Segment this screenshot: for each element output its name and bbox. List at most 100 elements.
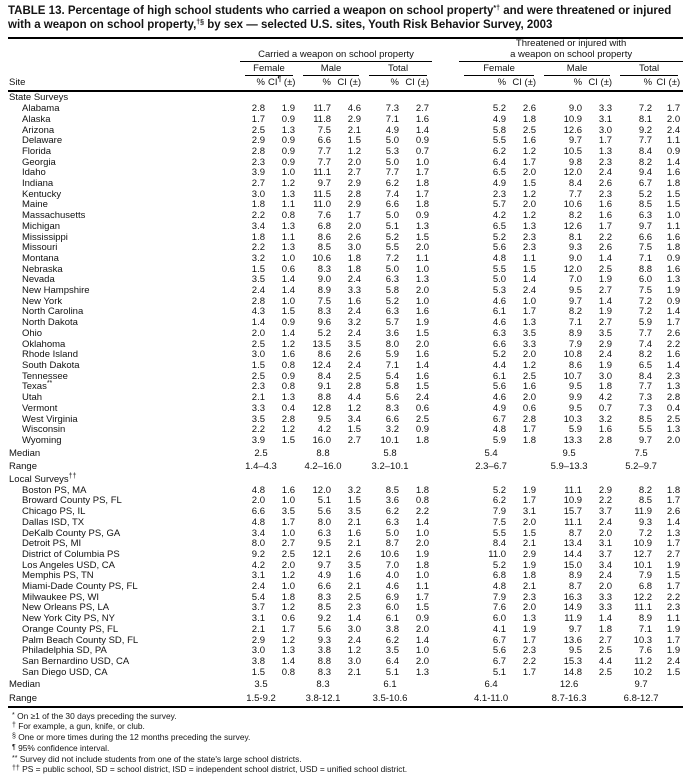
value-cell: 1.4 [415,634,430,646]
value-cell: 15.0 [563,559,583,571]
value-cell: 5.0 [385,135,399,147]
table-row: Nebraska 1.5 0.6 8.3 1.8 5.0 1.0 5.5 1.5 12.0 2.5 8… [8,263,683,276]
value-cell: 16.3 [563,591,583,603]
value-cell: 1.4 [522,274,537,286]
value-cell: 9.8 [568,156,583,168]
site-cell: Alabama [22,103,60,115]
value-cell: 1.5 [251,666,265,678]
gap-cell [432,447,459,461]
value-cell: 2.3 [522,645,537,657]
value-cell: 2.1 [347,666,361,678]
value-cell: 5.2 [385,231,399,243]
site-cell: Wyoming [22,434,62,446]
value-cell: 9.4 [638,167,653,179]
value-cell: 3.2 [598,413,613,425]
table-row: Chicago PS, IL 6.6 3.5 5.6 3.5 6.2 2.2 7.9 3.1 15… [8,506,683,518]
footnote-marker: †† [12,765,20,773]
value-cell: 16.0 [312,434,332,446]
value-cell: 11.7 [313,103,331,115]
median-value-cell: 5.8 [383,447,397,459]
value-cell: 4.3 [251,306,265,318]
value-cell: 0.9 [281,135,295,147]
median-value-cell: 6.4 [484,679,498,691]
site-cell: Ohio [22,327,43,339]
value-cell: 2.0 [598,527,613,539]
value-cell: 5.1 [385,220,399,232]
value-cell: 2.5 [281,548,295,560]
value-cell: 3.5 [598,327,613,339]
value-cell: 5.2 [492,559,507,571]
value-cell: 1.5 [415,231,430,243]
value-cell: 6.6 [492,338,507,350]
value-cell: 3.0 [598,370,613,382]
value-cell: 1.8 [415,178,430,190]
value-cell: 8.3 [317,591,331,603]
value-cell: 5.6 [492,242,507,254]
value-cell: 6.6 [317,135,331,147]
value-cell: 7.9 [568,338,583,350]
value-cell: 1.1 [415,252,430,264]
table-row: New York 2.8 1.0 7.5 1.6 5.2 1.0 4.6 1.0 9.7 1.4 7.… [8,295,683,308]
site-cell: Dallas ISD, TX [22,516,85,528]
footnote-line: ¶ 95% confidence interval. [8,743,683,754]
value-cell: 4.9 [385,124,399,136]
value-cell: 8.1 [568,231,583,243]
value-cell: 4.8 [251,516,265,528]
value-cell: 11.1 [564,516,583,528]
table-row: North Carolina 4.3 1.5 8.3 2.4 6.3 1.6 6.1 1.7 8.… [8,307,683,318]
value-cell: 7.5 [638,242,653,254]
site-cell: Mississippi [22,231,68,243]
value-cell: 2.6 [666,506,681,518]
group-label: Carried a weapon on school property [258,48,414,60]
footnote-marker: ** [12,754,18,762]
site-cell: Missouri [22,242,58,254]
table-row: Boston PS, MA 4.8 1.6 12.0 3.2 8.5 1.8 5.2 1.9 11… [8,484,683,497]
value-cell: 4.4 [492,359,507,371]
value-cell: 6.6 [251,506,265,518]
table-row: Michigan 3.4 1.3 6.8 2.0 5.1 1.3 6.5 1.3 12.6 1.7 9… [8,220,683,233]
value-cell: 1.2 [281,424,295,436]
value-cell: 5.5 [385,242,399,254]
value-cell: 2.3 [666,602,681,614]
value-cell: 1.0 [522,295,537,307]
value-cell: 1.5 [522,178,537,190]
range-value-cell: 5.9–13.3 [550,461,588,473]
median-value-cell: 12.6 [559,679,579,691]
value-cell: 8.9 [638,613,653,625]
gap-cell [432,393,459,404]
value-cell: 8.4 [568,178,583,190]
site-cell: District of Columbia PS [22,548,120,560]
value-cell: 13.3 [563,434,583,446]
gap-cell [432,233,459,244]
site-cell: Massachusetts [22,210,86,222]
value-cell: 7.2 [638,306,653,318]
value-cell: 1.9 [522,559,537,571]
value-cell: 9.3 [638,516,653,528]
value-cell: 8.4 [492,538,507,550]
value-cell: 5.8 [385,285,399,297]
site-cell: Detroit PS, MI [22,538,82,550]
value-cell: 9.5 [317,413,331,425]
value-cell: 2.3 [251,156,265,168]
table-row: DeKalb County PS, GA 3.4 1.0 6.3 1.6 5.0 1.0 5.… [8,527,683,540]
value-cell: 1.4 [598,613,613,625]
footnote-marker: * [12,711,15,719]
value-cell: 2.4 [598,167,613,179]
value-cell: 1.8 [251,199,265,211]
value-cell: 2.0 [666,434,681,446]
value-cell: 1.3 [415,274,430,286]
value-cell: 1.5 [251,263,265,275]
range-label: Range [9,693,37,705]
pct-column-header: % [539,75,586,93]
value-cell: 3.1 [251,570,265,582]
value-cell: 1.6 [522,381,537,393]
value-cell: 2.8 [251,295,265,307]
site-cell: Boston PS, MA [22,484,87,496]
value-cell: 11.8 [313,113,331,125]
value-cell: 2.4 [666,124,681,136]
value-cell: 3.5 [281,506,295,518]
value-cell: 11.2 [634,655,653,667]
gap-cell [432,126,459,137]
value-cell: 0.9 [415,613,430,625]
value-cell: 11.0 [313,199,331,211]
